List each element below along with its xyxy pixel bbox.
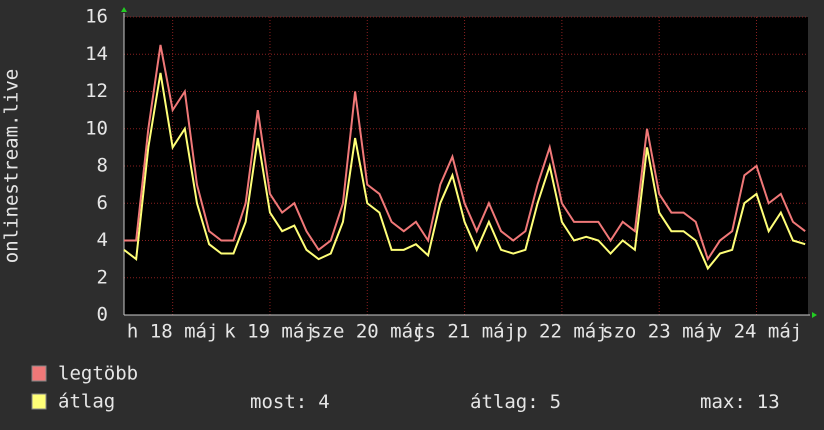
x-tick-label: p 22 máj <box>516 321 608 343</box>
legend-label: legtöbb <box>58 363 138 385</box>
stat-label: átlag: <box>470 391 539 413</box>
stat-value: 13 <box>757 391 780 413</box>
y-tick-label: 8 <box>97 155 108 177</box>
x-tick-label: k 19 máj <box>224 321 316 343</box>
stat: max: 13 <box>700 391 780 413</box>
x-tick-label: h 18 máj <box>127 321 219 343</box>
y-tick-label: 12 <box>85 80 108 102</box>
y-arrow <box>121 7 127 12</box>
stat: átlag: 5 <box>470 391 561 413</box>
y-tick-label: 0 <box>97 304 108 326</box>
x-tick-label: cs 21 máj <box>413 321 516 343</box>
stat-value: 5 <box>550 391 561 413</box>
x-tick-label: v 24 máj <box>711 321 803 343</box>
y-tick-label: 10 <box>85 117 108 139</box>
y-tick-label: 4 <box>97 229 108 251</box>
y-tick-label: 16 <box>85 6 108 28</box>
x-tick-label: szo 23 máj <box>602 321 716 343</box>
legend-swatch <box>31 393 47 410</box>
legend-swatch <box>31 365 47 382</box>
x-arrow <box>812 312 817 318</box>
stat: most: 4 <box>250 391 330 413</box>
stat-value: 4 <box>318 391 329 413</box>
legend-label: átlag <box>58 391 115 413</box>
y-tick-label: 14 <box>85 43 108 65</box>
x-tick-label: sze 20 máj <box>310 321 424 343</box>
series-line <box>124 44 806 262</box>
y-axis-label: onlinestream.live <box>1 69 23 263</box>
stat-label: max: <box>700 391 746 413</box>
y-tick-label: 2 <box>97 266 108 288</box>
stat-label: most: <box>250 391 307 413</box>
series-line <box>123 72 806 271</box>
y-tick-label: 6 <box>97 192 108 214</box>
